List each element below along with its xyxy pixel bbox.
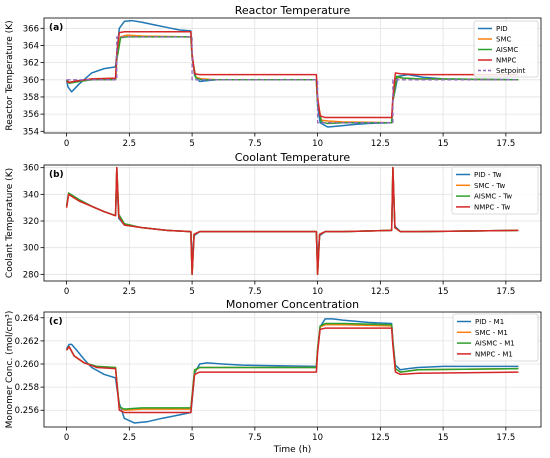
y-tick-label: 366 bbox=[23, 24, 39, 34]
y-axis-label: Coolant Temperature (K) bbox=[5, 168, 15, 278]
y-tick-label: 358 bbox=[23, 93, 39, 103]
y-tick-label: 280 bbox=[23, 270, 39, 280]
y-tick-label: 360 bbox=[23, 76, 39, 86]
legend-entry: PID bbox=[496, 25, 508, 33]
legend-entry: PID - Tw bbox=[474, 171, 502, 179]
x-tick-label: 17.5 bbox=[496, 139, 515, 149]
legend-entry: PID - M1 bbox=[475, 318, 504, 326]
y-axis-label: Monomer Conc. (mol/cm³) bbox=[5, 311, 15, 429]
x-tick-label: 7.5 bbox=[248, 433, 262, 443]
x-tick-label: 15 bbox=[438, 287, 449, 297]
legend: PID SMC AISMC NMPC Setpoint bbox=[473, 20, 539, 78]
x-tick-label: 10 bbox=[312, 433, 323, 443]
y-tick-label: 354 bbox=[23, 127, 39, 137]
x-tick-label: 17.5 bbox=[496, 287, 515, 297]
x-tick-label: 12.5 bbox=[371, 139, 390, 149]
chart-title: Reactor Temperature bbox=[235, 4, 351, 17]
y-tick-label: 364 bbox=[23, 41, 39, 51]
x-tick-label: 12.5 bbox=[371, 433, 390, 443]
axes-frame bbox=[43, 164, 542, 282]
x-tick-label: 15 bbox=[438, 433, 449, 443]
series-group bbox=[65, 19, 519, 128]
legend-box bbox=[473, 20, 539, 78]
x-tick-label: 0 bbox=[64, 139, 69, 149]
x-tick-label: 2.5 bbox=[123, 287, 137, 297]
x-tick-label: 10 bbox=[312, 287, 323, 297]
series-group bbox=[65, 166, 519, 276]
x-axis-label: Time (h) bbox=[273, 445, 312, 455]
axes-frame bbox=[43, 311, 542, 428]
legend-entry: SMC bbox=[496, 36, 511, 44]
legend-entry: SMC - M1 bbox=[475, 329, 508, 337]
panel-label: (c) bbox=[49, 317, 63, 327]
series-group bbox=[65, 318, 519, 424]
series-line-nmpc bbox=[66, 30, 519, 119]
x-tick-label: 7.5 bbox=[248, 139, 262, 149]
x-tick-label: 12.5 bbox=[371, 287, 390, 297]
legend-box bbox=[452, 313, 539, 362]
y-tick-label: 360 bbox=[23, 164, 39, 174]
y-tick-label: 0.264 bbox=[15, 314, 39, 324]
chart-panel-1: 0 2.5 5 7.5 10 12.5 15 17.5 354 356 358 360 362 364 36… bbox=[5, 4, 542, 149]
series-line-setpoint bbox=[66, 36, 519, 124]
x-tick-label: 2.5 bbox=[123, 433, 137, 443]
x-tick-label: 0 bbox=[64, 433, 69, 443]
y-tick-label: 0.260 bbox=[15, 360, 39, 370]
x-tick-label: 10 bbox=[312, 139, 323, 149]
series-line-nmpc-tw bbox=[65, 166, 519, 276]
y-tick-label: 0.258 bbox=[15, 383, 39, 393]
y-axis-label: Reactor Temperature (K) bbox=[5, 20, 15, 130]
x-tick-label: 5 bbox=[189, 139, 194, 149]
legend-box bbox=[451, 166, 539, 215]
chart-panel-2: 0 2.5 5 7.5 10 12.5 15 17.5 280 300 320 340 360 Coola… bbox=[5, 151, 542, 297]
x-tick-label: 17.5 bbox=[496, 433, 515, 443]
y-tick-label: 0.262 bbox=[15, 337, 39, 347]
series-line-pid-tw bbox=[65, 177, 519, 260]
x-tick-label: 15 bbox=[438, 139, 449, 149]
axes-frame bbox=[43, 17, 542, 134]
legend-entry: AISMC bbox=[496, 46, 518, 54]
y-tick-label: 320 bbox=[23, 217, 39, 227]
y-tick-label: 356 bbox=[23, 110, 39, 120]
legend-entry: NMPC - Tw bbox=[474, 204, 510, 212]
legend: PID - M1 SMC - M1 AISMC - M1 NMPC - M1 bbox=[452, 313, 539, 362]
panel-label: (a) bbox=[49, 23, 63, 33]
series-line-pid-m1 bbox=[65, 318, 519, 424]
legend-entry: NMPC - M1 bbox=[475, 351, 513, 359]
y-tick-label: 300 bbox=[23, 244, 39, 254]
x-tick-label: 5 bbox=[189, 287, 194, 297]
chart-panel-3: 0 2.5 5 7.5 10 12.5 15 17.5 0.256 0.258 0.260 0.262… bbox=[5, 298, 542, 455]
panel-label: (b) bbox=[49, 170, 64, 180]
legend-entry: Setpoint bbox=[496, 67, 526, 75]
x-tick-label: 2.5 bbox=[123, 139, 137, 149]
chart-title: Coolant Temperature bbox=[235, 151, 351, 164]
legend-entry: SMC - Tw bbox=[474, 182, 505, 190]
y-tick-label: 340 bbox=[23, 190, 39, 200]
legend-entry: AISMC - Tw bbox=[474, 193, 512, 201]
chart-title: Monomer Concentration bbox=[226, 298, 359, 311]
legend-entry: AISMC - M1 bbox=[475, 340, 515, 348]
y-tick-label: 0.256 bbox=[15, 406, 39, 416]
x-tick-label: 0 bbox=[64, 287, 69, 297]
legend: PID - Tw SMC - Tw AISMC - Tw NMPC - Tw bbox=[451, 166, 539, 215]
series-line-nmpc-m1 bbox=[65, 327, 519, 414]
x-tick-label: 7.5 bbox=[248, 287, 262, 297]
grid-lines bbox=[44, 18, 541, 133]
x-tick-label: 5 bbox=[189, 433, 194, 443]
y-tick-label: 362 bbox=[23, 59, 39, 69]
legend-entry: NMPC bbox=[496, 57, 516, 65]
